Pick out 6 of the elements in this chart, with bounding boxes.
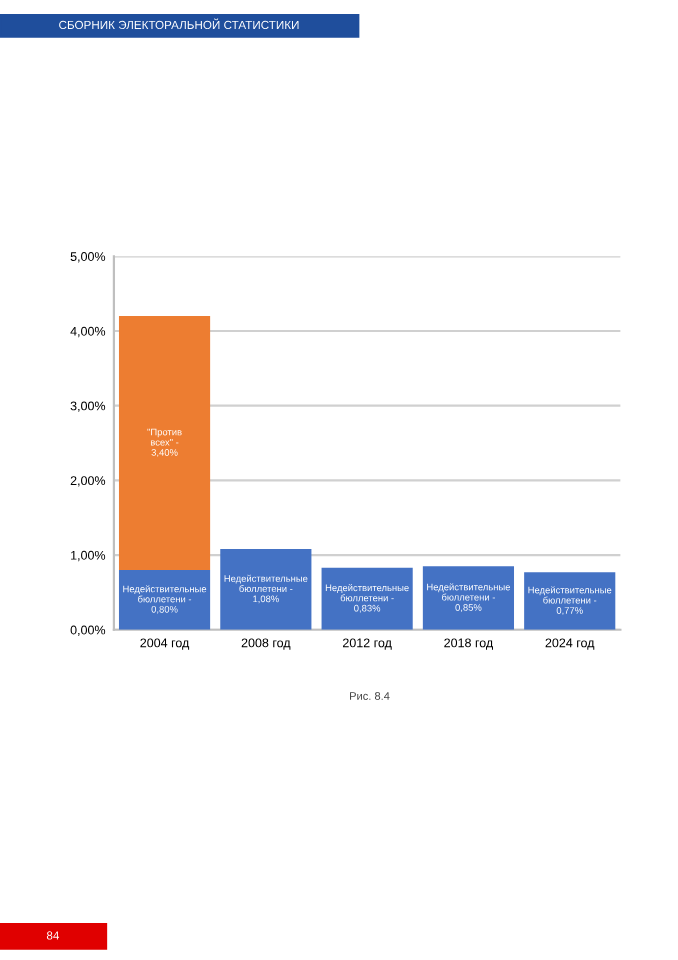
bar (220, 549, 312, 630)
bar (321, 567, 413, 630)
bar (118, 570, 211, 630)
bar (118, 316, 211, 571)
bar (422, 566, 515, 630)
bar (524, 572, 616, 630)
